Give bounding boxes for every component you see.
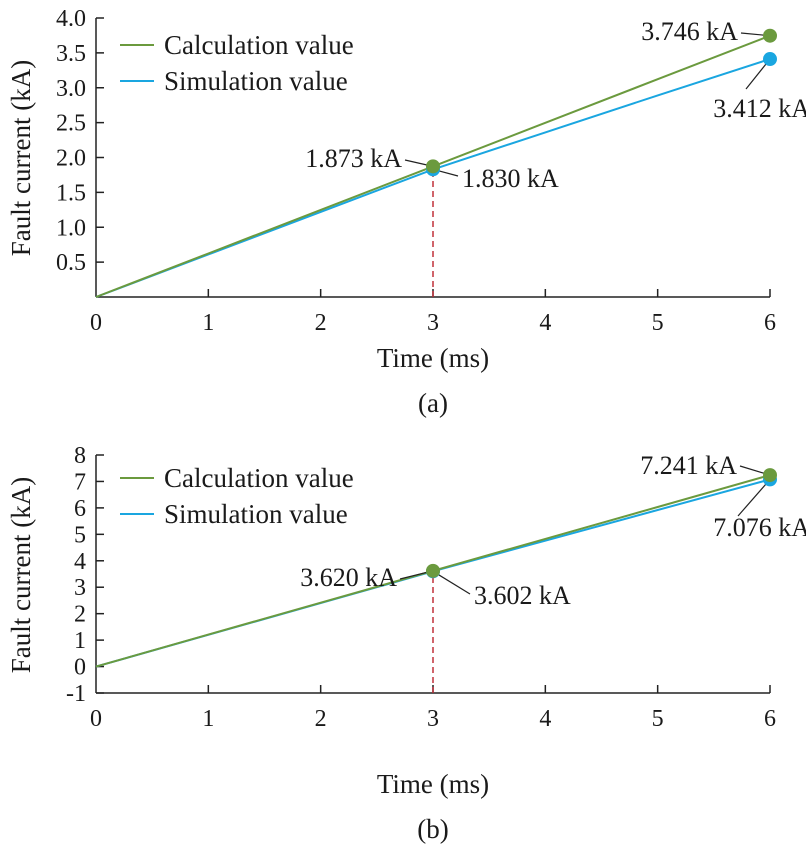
x-tick-label: 1 (202, 706, 214, 732)
annotation-label: 7.076 kA (713, 513, 806, 542)
y-tick-label: 5 (74, 522, 86, 548)
legend-label-calculation: Calculation value (164, 463, 354, 493)
annotation-label: 3.602 kA (474, 581, 571, 610)
y-axis-title: Fault current (kA) (6, 60, 36, 256)
data-point-marker (763, 28, 777, 43)
annotation-label: 1.830 kA (462, 164, 559, 193)
y-tick-label: 1.5 (56, 180, 86, 206)
legend-label-calculation: Calculation value (164, 30, 354, 60)
data-point-marker (426, 159, 440, 174)
y-tick-label: 4.0 (56, 6, 86, 32)
x-tick-label: 6 (764, 310, 776, 336)
y-tick-label: 4 (74, 549, 86, 575)
annotation-label: 3.620 kA (300, 563, 397, 592)
x-tick-label: 0 (90, 706, 102, 732)
y-tick-label: 3.5 (56, 41, 86, 67)
x-tick-label: 4 (539, 706, 551, 732)
y-tick-label: 3.0 (56, 76, 86, 102)
x-tick-label: 2 (315, 310, 327, 336)
legend-label-simulation: Simulation value (164, 66, 348, 96)
x-axis-title: Time (ms) (377, 343, 489, 373)
annotation-label: 3.746 kA (641, 17, 738, 46)
annotation-leader-line (737, 479, 771, 517)
annotation-label: 3.412 kA (713, 94, 806, 123)
data-point-marker (426, 563, 440, 578)
x-tick-label: 3 (427, 706, 439, 732)
data-point-marker (763, 52, 777, 67)
y-tick-label: 0 (74, 655, 86, 681)
y-tick-label: 3 (74, 575, 86, 601)
chart-panel-a: 0 1 2 3 4 5 6 0.5 1.0 1.5 2.0 2.5 3.0 3.5 4.0 Time (ms)… (6, 6, 806, 418)
x-tick-label: 5 (652, 310, 664, 336)
y-tick-label: 0.5 (56, 250, 86, 276)
y-axis-title: Fault current (kA) (6, 477, 36, 673)
legend-label-simulation: Simulation value (164, 499, 348, 529)
x-tick-label: 2 (315, 706, 327, 732)
y-tick-label: 8 (74, 443, 86, 469)
x-tick-label: 0 (90, 310, 102, 336)
y-tick-label: 2.0 (56, 146, 86, 172)
x-tick-label: 6 (764, 706, 776, 732)
y-tick-label: 2.5 (56, 111, 86, 137)
y-tick-label: -1 (66, 681, 86, 707)
x-axis-title: Time (ms) (377, 769, 489, 799)
data-point-marker (763, 468, 777, 483)
x-tick-label: 4 (539, 310, 551, 336)
x-tick-label: 5 (652, 706, 664, 732)
annotation-leader-line (432, 570, 471, 595)
panel-caption: (b) (417, 814, 448, 844)
y-tick-label: 7 (74, 469, 86, 495)
x-tick-label: 3 (427, 310, 439, 336)
panel-caption: (a) (418, 388, 448, 418)
y-tick-label: 1.0 (56, 215, 86, 241)
annotation-label: 1.873 kA (305, 144, 402, 173)
y-tick-label: 1 (74, 628, 86, 654)
y-tick-label: 2 (74, 602, 86, 628)
y-tick-label: 6 (74, 496, 86, 522)
x-tick-label: 1 (202, 310, 214, 336)
annotation-label: 7.241 kA (640, 451, 737, 480)
